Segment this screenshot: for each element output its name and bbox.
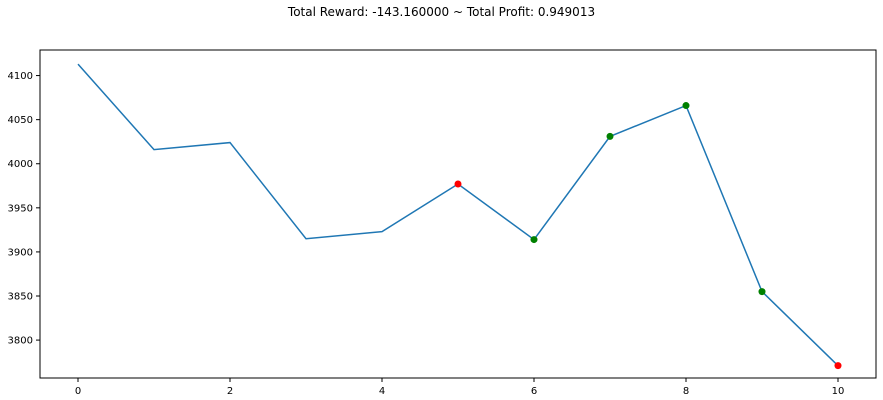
y-tick-label: 4000 <box>8 159 33 170</box>
y-tick-label: 3850 <box>8 292 33 303</box>
x-tick-label: 8 <box>683 386 689 397</box>
marker-short <box>454 180 462 188</box>
markers-layer <box>454 102 842 370</box>
x-tick-label: 4 <box>379 386 385 397</box>
marker-short <box>834 362 842 370</box>
marker-long <box>682 102 690 110</box>
axis-ticks: 0 2 4 6 8 10 3800 3850 3900 3950 4000 4050 4100 <box>8 71 845 397</box>
series-layer <box>77 63 839 367</box>
x-tick-label: 6 <box>531 386 537 397</box>
y-tick-label: 3800 <box>8 336 33 347</box>
marker-long <box>606 132 614 140</box>
y-tick-label: 4100 <box>8 71 33 82</box>
chart-title: Total Reward: -143.160000 ~ Total Profit… <box>287 5 596 19</box>
y-tick-label: 3950 <box>8 203 33 214</box>
x-tick-label: 2 <box>227 386 233 397</box>
y-tick-label: 3900 <box>8 247 33 258</box>
x-tick-label: 0 <box>75 386 81 397</box>
y-tick-label: 4050 <box>8 115 33 126</box>
plot-area-frame <box>39 49 877 379</box>
marker-long <box>530 236 538 244</box>
marker-long <box>758 288 766 296</box>
x-tick-label: 10 <box>832 386 845 397</box>
series-line-price <box>77 63 839 367</box>
